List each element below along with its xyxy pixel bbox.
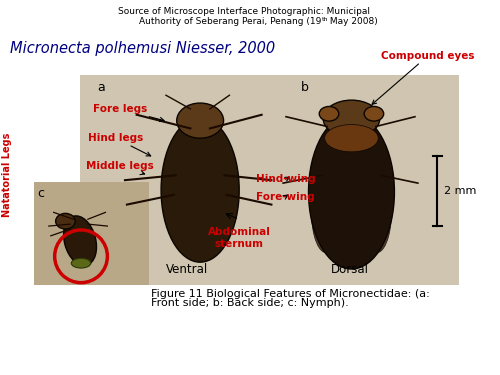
Text: Authority of Seberang Perai, Penang (19: Authority of Seberang Perai, Penang (19 <box>139 17 322 26</box>
Bar <box>34 182 150 285</box>
Ellipse shape <box>72 258 91 268</box>
Text: Dorsal: Dorsal <box>330 263 368 276</box>
Text: Front side; b: Back side; c: Nymph).: Front side; b: Back side; c: Nymph). <box>152 298 349 308</box>
Text: c: c <box>37 187 44 200</box>
Ellipse shape <box>320 106 339 121</box>
Text: Fore legs: Fore legs <box>92 104 164 122</box>
Text: Fore-wing: Fore-wing <box>256 192 314 202</box>
Text: Figure 11 Biological Features of Micronectidae: (a:: Figure 11 Biological Features of Microne… <box>152 288 430 298</box>
Ellipse shape <box>206 144 234 236</box>
Text: Micronecta polhemusi Niesser, 2000: Micronecta polhemusi Niesser, 2000 <box>10 40 275 56</box>
Ellipse shape <box>308 115 394 269</box>
Ellipse shape <box>311 141 349 253</box>
Text: 2 mm: 2 mm <box>444 186 476 196</box>
Text: Natatorial Legs: Natatorial Legs <box>2 133 12 218</box>
Ellipse shape <box>324 124 378 152</box>
Text: a: a <box>98 81 106 94</box>
Ellipse shape <box>166 144 195 236</box>
Ellipse shape <box>176 103 224 138</box>
Ellipse shape <box>64 216 96 266</box>
Ellipse shape <box>56 213 75 229</box>
Text: Abdominal
sternum: Abdominal sternum <box>208 227 270 249</box>
Text: Middle legs: Middle legs <box>86 160 154 175</box>
Text: Ventral: Ventral <box>166 263 208 276</box>
Text: Source of Microscope Interface Photographic: Municipal: Source of Microscope Interface Photograp… <box>118 8 370 16</box>
Text: th: th <box>322 17 328 22</box>
Ellipse shape <box>364 106 384 121</box>
Text: b: b <box>300 81 308 94</box>
Text: May 2008): May 2008) <box>327 17 378 26</box>
Ellipse shape <box>354 141 392 253</box>
Text: Hind-wing: Hind-wing <box>256 174 316 184</box>
Text: Compound eyes: Compound eyes <box>372 51 474 104</box>
Ellipse shape <box>161 118 239 262</box>
Text: Hind legs: Hind legs <box>88 133 150 156</box>
Bar <box>80 75 459 285</box>
Ellipse shape <box>323 100 380 137</box>
